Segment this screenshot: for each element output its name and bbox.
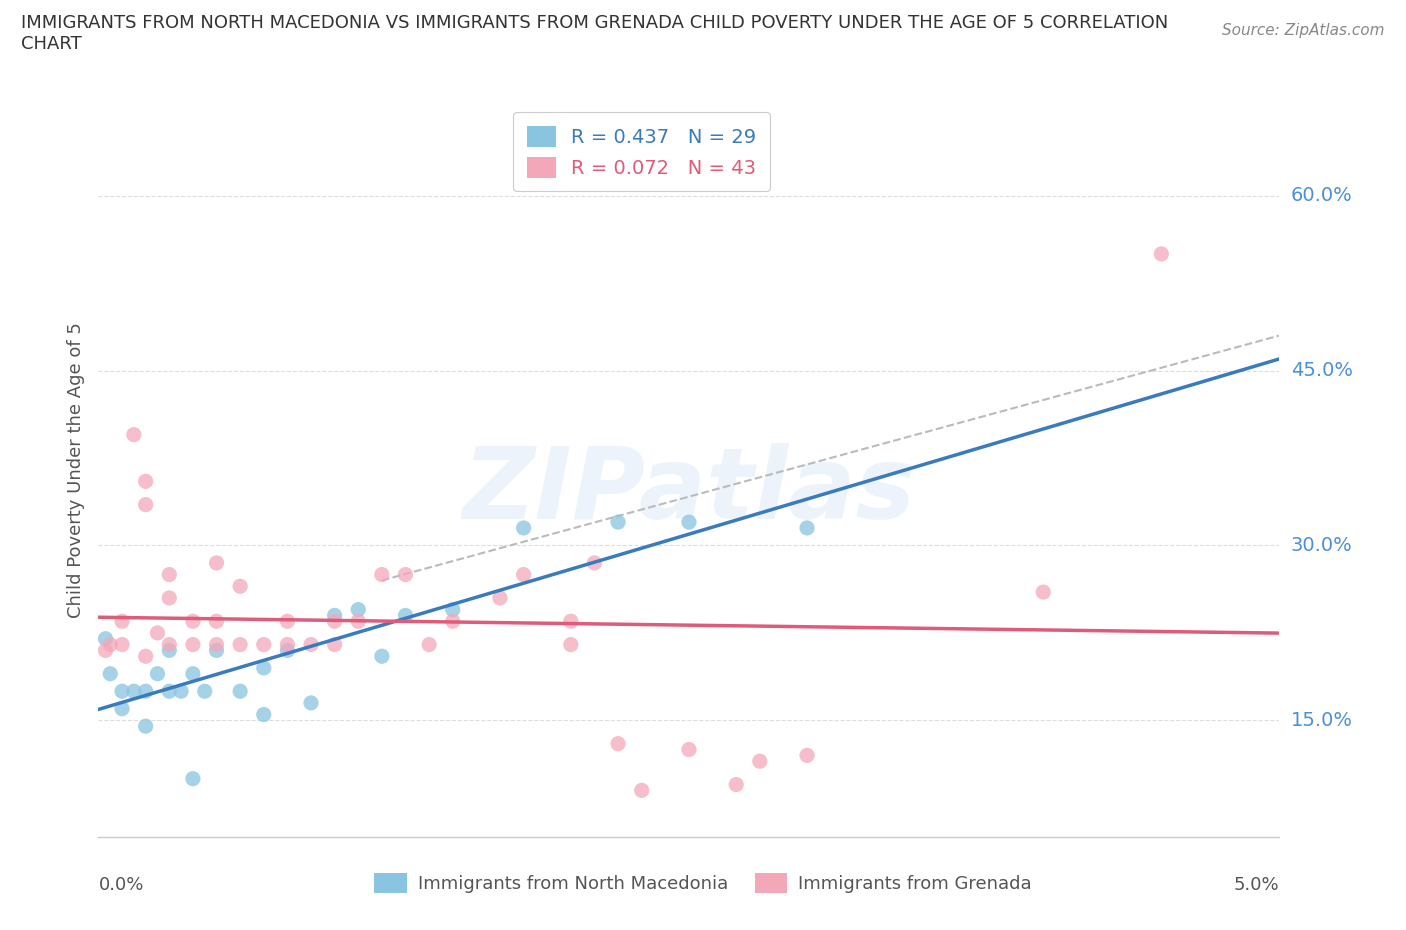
Point [205,637,228,652]
Point [276,614,298,629]
Point [181,637,204,652]
Text: Source: ZipAtlas.com: Source: ZipAtlas.com [1222,23,1385,38]
Point [560,614,582,629]
Point [157,637,180,652]
Point [512,567,534,582]
Y-axis label: Child Poverty Under the Age of 5: Child Poverty Under the Age of 5 [66,322,84,618]
Point [181,614,204,629]
Point [512,521,534,536]
Point [111,614,134,629]
Point [98,666,121,681]
Point [111,701,134,716]
Point [299,696,322,711]
Text: 15.0%: 15.0% [1291,711,1353,730]
Point [678,514,700,529]
Point [122,684,145,698]
Point [181,666,204,681]
Point [157,684,180,698]
Point [489,591,512,605]
Point [678,742,700,757]
Point [607,737,630,751]
Point [347,602,370,617]
Point [253,707,276,722]
Point [135,684,157,698]
Point [371,567,394,582]
Point [205,614,228,629]
Text: 0.0%: 0.0% [98,876,143,894]
Point [441,602,464,617]
Point [194,684,217,698]
Point [135,649,157,664]
Point [725,777,748,792]
Point [796,748,818,763]
Point [630,783,652,798]
Point [181,771,204,786]
Point [157,643,180,658]
Point [1150,246,1173,261]
Point [157,567,180,582]
Point [135,719,157,734]
Point [323,608,346,623]
Point [560,637,582,652]
Text: 30.0%: 30.0% [1291,536,1353,555]
Point [135,498,157,512]
Point [299,637,322,652]
Point [441,614,464,629]
Point [94,643,117,658]
Legend: Immigrants from North Macedonia, Immigrants from Grenada: Immigrants from North Macedonia, Immigra… [367,866,1039,900]
Text: 5.0%: 5.0% [1234,876,1279,894]
Point [394,567,416,582]
Point [253,660,276,675]
Text: CHART: CHART [21,35,82,53]
Point [276,643,298,658]
Text: 60.0%: 60.0% [1291,186,1353,206]
Point [170,684,193,698]
Point [98,637,121,652]
Point [135,474,157,489]
Point [253,637,276,652]
Point [94,631,117,646]
Point [323,614,346,629]
Point [748,753,770,768]
Point [146,666,169,681]
Point [157,591,180,605]
Point [229,684,252,698]
Point [111,637,134,652]
Point [323,637,346,652]
Point [607,514,630,529]
Point [229,637,252,652]
Point [347,614,370,629]
Point [1032,585,1054,600]
Point [205,643,228,658]
Point [229,578,252,593]
Text: 45.0%: 45.0% [1291,361,1353,380]
Point [111,684,134,698]
Point [418,637,440,652]
Legend: R = 0.437   N = 29, R = 0.072   N = 43: R = 0.437 N = 29, R = 0.072 N = 43 [513,112,770,192]
Point [371,649,394,664]
Point [205,555,228,570]
Point [583,555,606,570]
Text: ZIPatlas: ZIPatlas [463,444,915,540]
Point [394,608,416,623]
Text: IMMIGRANTS FROM NORTH MACEDONIA VS IMMIGRANTS FROM GRENADA CHILD POVERTY UNDER T: IMMIGRANTS FROM NORTH MACEDONIA VS IMMIG… [21,14,1168,32]
Point [796,521,818,536]
Point [276,637,298,652]
Point [122,427,145,442]
Point [146,626,169,641]
